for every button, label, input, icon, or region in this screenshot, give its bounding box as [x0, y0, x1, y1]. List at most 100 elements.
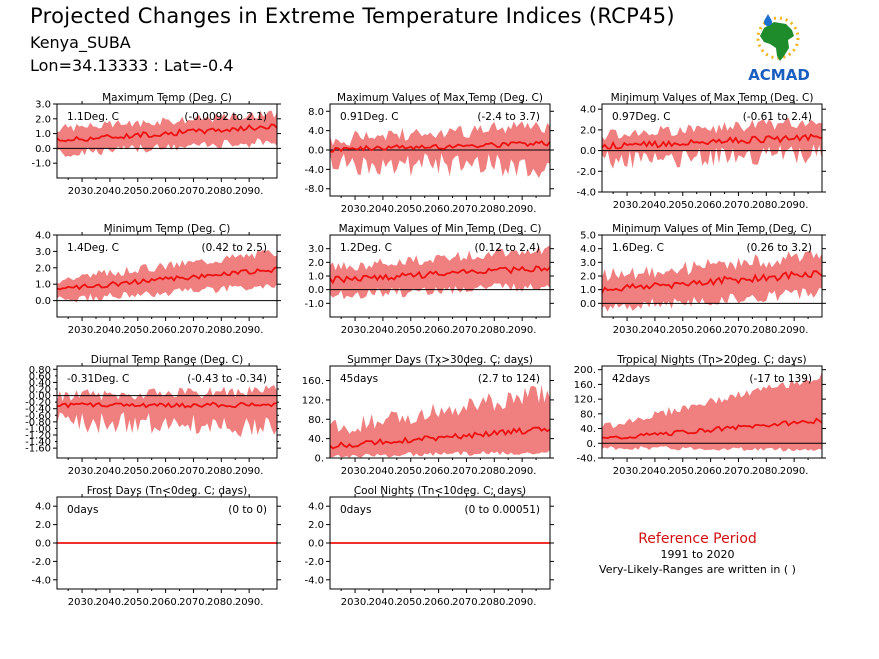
x-tick-label: 2060.	[696, 200, 725, 211]
x-tick-label: 2080.	[207, 186, 236, 197]
x-tick-label: 2060.	[696, 466, 725, 477]
plot-frame	[56, 365, 278, 459]
x-tick-label: 2050.	[123, 597, 152, 608]
mean-change-label: 1.1Deg. C	[67, 111, 119, 123]
y-tick-label: 40.	[308, 434, 324, 445]
x-tick-label: 2060.	[424, 466, 453, 477]
x-tick-label: 2080.	[480, 466, 509, 477]
x-tick-label: 2070.	[452, 204, 481, 215]
x-tick-label: 2070.	[724, 325, 753, 336]
x-tick-label: 2030.	[613, 200, 642, 211]
x-tick-label: 2080.	[207, 466, 236, 477]
y-tick-label: 120.	[574, 395, 596, 406]
mean-change-label: -0.31Deg. C	[67, 373, 129, 385]
y-tick-label: -4.0	[31, 575, 51, 586]
mean-change-label: 1.4Deg. C	[67, 242, 119, 254]
x-tick-label: 2030.	[68, 325, 97, 336]
y-tick-label: -0.40	[25, 404, 51, 415]
x-tick-label: 2030.	[68, 597, 97, 608]
x-tick-label: 2070.	[452, 597, 481, 608]
very-likely-range-label: (0.12 to 2.4)	[475, 242, 541, 254]
chart-panel-3: -4.0 -2.0 0.0 2.0 4.0 2030. 2040. 2050. 2060. 207…	[576, 92, 826, 211]
x-tick-label: 2090.	[235, 325, 264, 336]
y-tick-label: 0.0	[35, 539, 51, 550]
x-tick-label: 2040.	[369, 204, 398, 215]
x-tick-label: 2080.	[480, 204, 509, 215]
y-tick-label: 80.	[308, 415, 324, 426]
median-line	[601, 270, 823, 294]
x-tick-label: 2040.	[369, 325, 398, 336]
x-tick-label: 2050.	[396, 466, 425, 477]
plot-frame	[601, 103, 823, 193]
y-tick-label: 120.	[302, 395, 324, 406]
y-tick-label: 0.0	[580, 299, 596, 310]
y-tick-label: 2.0	[35, 114, 51, 125]
median-line	[329, 265, 551, 285]
y-tick-label: -0.80	[25, 417, 51, 428]
x-tick-label: 2060.	[151, 186, 180, 197]
x-tick-label: 2050.	[123, 186, 152, 197]
chart-panel-1: -1.0 0.0 1.0 2.0 3.0 2030. 2040. 2050. 2060. 2070…	[31, 92, 281, 197]
y-tick-label: -1.00	[25, 424, 51, 435]
x-tick-label: 2030.	[341, 325, 370, 336]
y-tick-label: 0.40	[29, 378, 51, 389]
y-tick-label: 8.0	[308, 107, 324, 118]
x-tick-label: 2070.	[179, 325, 208, 336]
very-likely-range-label: (-17 to 139)	[749, 373, 812, 385]
x-tick-label: 2050.	[396, 325, 425, 336]
x-tick-label: 2070.	[452, 325, 481, 336]
water-drop-icon	[764, 14, 772, 26]
y-tick-label: -1.0	[304, 299, 324, 310]
y-tick-label: -1.60	[25, 444, 51, 455]
mean-change-label: 45days	[340, 373, 378, 385]
very-likely-range-label: (-0.0092 to 2.1)	[184, 111, 267, 123]
y-tick-label: 0.60	[29, 371, 51, 382]
x-tick-label: 2090.	[235, 186, 264, 197]
x-tick-label: 2050.	[123, 325, 152, 336]
y-tick-label: 160.	[302, 376, 324, 387]
x-tick-label: 2070.	[724, 466, 753, 477]
chart-panel-11: -4.0 -2.0 0.0 2.0 4.0 2030. 2040. 2050. 2060. 207…	[304, 485, 554, 608]
x-tick-label: 2040.	[96, 597, 125, 608]
y-tick-label: 40.	[580, 424, 596, 435]
very-likely-range-label: (2.7 to 124)	[478, 373, 540, 385]
page-title: Projected Changes in Extreme Temperature…	[30, 4, 675, 28]
chart-title: Diurnal Temp Range (Deg. C)	[91, 354, 243, 366]
range-band	[57, 385, 277, 437]
y-tick-label: 0.20	[29, 385, 51, 396]
x-tick-label: 2070.	[179, 597, 208, 608]
y-tick-label: -4.0	[304, 575, 324, 586]
x-tick-label: 2040.	[96, 466, 125, 477]
x-tick-label: 2050.	[668, 466, 697, 477]
x-tick-label: 2040.	[641, 325, 670, 336]
acmad-logo: ACMAD	[748, 14, 810, 84]
mean-change-label: 0days	[340, 504, 371, 516]
location-name: Kenya_SUBA	[30, 33, 131, 52]
chart-panel-8: 0. 40. 80. 120. 160. 2030. 2040. 2050. 2060. 2070…	[302, 354, 554, 477]
y-tick-label: 0.0	[308, 285, 324, 296]
very-likely-range-label: (0.26 to 3.2)	[747, 242, 813, 254]
x-tick-label: 2080.	[480, 325, 509, 336]
range-band	[602, 117, 822, 169]
y-tick-label: -2.0	[576, 167, 596, 178]
y-tick-label: 160.	[574, 380, 596, 391]
range-band	[602, 371, 822, 452]
x-tick-label: 2060.	[424, 204, 453, 215]
chart-title: Maximum Values of Min Temp (Deg. C)	[339, 223, 542, 235]
x-tick-label: 2050.	[396, 597, 425, 608]
x-tick-label: 2040.	[96, 186, 125, 197]
x-tick-label: 2030.	[341, 466, 370, 477]
y-tick-label: 3.0	[580, 258, 596, 269]
very-likely-range-label: (0 to 0.00051)	[464, 504, 540, 516]
x-tick-label: 2080.	[207, 325, 236, 336]
mean-change-label: 1.2Deg. C	[340, 242, 392, 254]
y-tick-label: -40.	[576, 454, 596, 465]
y-tick-label: 200.	[574, 365, 596, 376]
chart-title: Frost Days (Tn<0deg. C; days)	[87, 485, 247, 497]
median-line	[601, 417, 823, 440]
location-coordinates: Lon=34.13333 : Lat=-0.4	[30, 56, 234, 75]
y-tick-label: 3.0	[35, 247, 51, 258]
y-tick-label: 0.0	[35, 144, 51, 155]
y-tick-label: 4.0	[35, 502, 51, 513]
